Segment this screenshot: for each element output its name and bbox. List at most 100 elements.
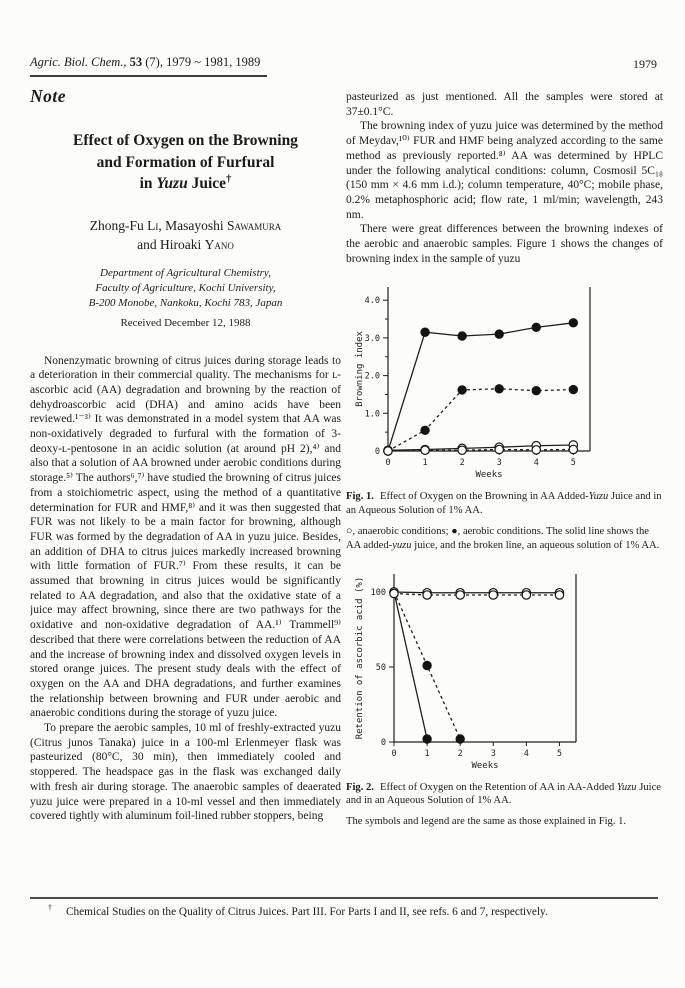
series-line (387, 322, 574, 452)
y-tick-label: 1.0 (365, 410, 380, 420)
title-dagger: † (226, 172, 232, 185)
footnote-rule (30, 897, 658, 899)
x-tick-label: 3 (491, 749, 496, 759)
footnote: † Chemical Studies on the Quality of Citr… (48, 903, 655, 918)
data-point (455, 733, 465, 744)
data-point (457, 385, 467, 396)
fig1-caption-label: Fig. 1. (346, 491, 374, 503)
author-line-1: Zhong-Fu Li, Masayoshi Sawamura (30, 216, 341, 235)
fig1-caption-text: Effect of Oxygen on the Browning in AA A… (379, 491, 589, 503)
x-axis-label: Weeks (475, 470, 502, 480)
data-point (457, 331, 467, 342)
author-given-1: Zhong-Fu (89, 217, 148, 233)
x-tick-label: 0 (385, 458, 390, 468)
x-tick-label: 5 (571, 458, 576, 468)
right-column: pasteurized as just mentioned. All the s… (346, 90, 663, 892)
x-tick-label: 3 (497, 458, 502, 468)
figure-2: 0 1 2 3 4 5 0 50 100 Weeks Retention of ascorbic a… (346, 568, 663, 829)
author-line-2: and Hiroaki Yano (30, 235, 341, 254)
page-header: Agric. Biol. Chem., 53 (7), 1979 ~ 1981,… (30, 55, 657, 71)
fig1-legend: ○, anaerobic conditions; ●, aerobic cond… (346, 525, 663, 553)
author-given-2: , Masayoshi (158, 217, 227, 233)
title-line-1: Effect of Oxygen on the Browning (73, 132, 298, 149)
y-tick-label: 100 (371, 588, 386, 598)
series-line (393, 591, 428, 739)
data-point (422, 589, 432, 600)
footnote-text: Chemical Studies on the Quality of Citru… (65, 905, 548, 918)
affiliation-line-3: B-200 Monobe, Nankoku, Kochi 783, Japan (88, 296, 283, 309)
data-point (531, 386, 541, 396)
data-point (494, 329, 504, 340)
y-tick-label: 0 (375, 447, 380, 457)
footnote-dagger: † (48, 903, 52, 912)
y-tick-label: 3.0 (365, 334, 380, 344)
fig1-browning-chart: 0 1 2 3 4 5 0 1.0 2.0 3.0 4.0 Weeks Browning index (355, 287, 591, 480)
data-point (455, 589, 465, 600)
fig2-caption-italic: Yuzu (616, 781, 637, 793)
journal-title: Agric. Biol. Chem., (30, 55, 127, 69)
journal-issue-info: (7), 1979 ~ 1981, 1989 (145, 55, 261, 69)
fig1-legend-text: ○, anaerobic conditions; ●, aerobic cond… (346, 526, 649, 551)
series-line (393, 590, 560, 594)
fig1-legend-text-2: juice, and the broken line, an aqueous s… (411, 539, 660, 551)
x-tick-label: 2 (460, 458, 465, 468)
data-point (422, 660, 432, 670)
received-date: Received December 12, 1988 (120, 316, 251, 329)
fig1-caption-text-2: Juice and in an Aqueous Solution of 1% A… (346, 491, 662, 517)
y-tick-label: 0 (381, 738, 386, 748)
data-point (422, 733, 432, 744)
data-point (383, 446, 393, 457)
title-line3-italic: Yuzu (156, 175, 188, 192)
x-tick-label: 5 (557, 749, 562, 759)
y-tick-label: 2.0 (365, 372, 380, 382)
title-line-2: and Formation of Furfural (96, 153, 275, 171)
header-rule (30, 75, 267, 77)
author-surname-3: Yano (204, 236, 234, 252)
data-point (531, 445, 542, 456)
author-list: Zhong-Fu Li, Masayoshi Sawamura and Hiro… (30, 216, 341, 254)
affiliation-line-2: Faculty of Agriculture, Kochi University… (95, 281, 276, 294)
x-tick-label: 1 (425, 749, 430, 759)
article-title: Effect of Oxygen on the Browning and For… (30, 130, 341, 195)
y-tick-label: 4.0 (365, 297, 380, 307)
y-tick-label: 50 (376, 663, 386, 673)
author-given-3: and Hiroaki (137, 236, 205, 252)
data-point (494, 445, 504, 455)
fig2-note: The symbols and legend are the same as t… (346, 816, 627, 828)
y-axis-label: Browning index (355, 331, 365, 407)
x-tick-label: 0 (391, 749, 396, 759)
fig1-legend-italic: yuzu (392, 539, 412, 551)
data-point (568, 385, 579, 395)
author-surname-1: Li (147, 217, 159, 233)
left-column: Note Effect of Oxygen on the Browning an… (30, 86, 341, 892)
series-line (387, 388, 574, 453)
body-paragraph: The browning index of yuzu juice was det… (346, 120, 663, 221)
data-point (568, 318, 579, 328)
affiliation: Department of Agricultural Chemistry, Fa… (30, 266, 341, 311)
data-point (457, 445, 467, 456)
title-line3-post: Juice (187, 175, 227, 192)
x-axis-label: Weeks (471, 761, 498, 771)
data-point (488, 589, 499, 600)
title-line3-pre: in (139, 175, 157, 192)
fig1-caption-italic: Yuzu (588, 491, 609, 503)
data-point (568, 445, 579, 455)
data-point (389, 588, 399, 598)
title-line-3: in Yuzu Juice† (30, 173, 341, 195)
note-heading: Note (30, 86, 67, 106)
fig2-caption-text-2: Juice and in an Aqueous Solution of 1% A… (346, 781, 661, 807)
x-tick-label: 4 (534, 458, 539, 468)
fig1-caption: Fig. 1. Effect of Oxygen on the Browning … (346, 490, 663, 518)
body-paragraph: Nonenzymatic browning of citrus juices d… (30, 354, 341, 720)
data-point (554, 589, 565, 600)
body-paragraph: pasteurized as just mentioned. All the s… (346, 91, 663, 118)
data-point (521, 589, 532, 600)
figure-1: 0 1 2 3 4 5 0 1.0 2.0 3.0 4.0 Weeks Browning index F… (346, 279, 663, 552)
data-point (494, 384, 504, 394)
x-tick-label: 4 (524, 749, 529, 759)
series-line (387, 444, 574, 452)
data-point (531, 323, 541, 333)
x-tick-label: 2 (458, 749, 463, 759)
